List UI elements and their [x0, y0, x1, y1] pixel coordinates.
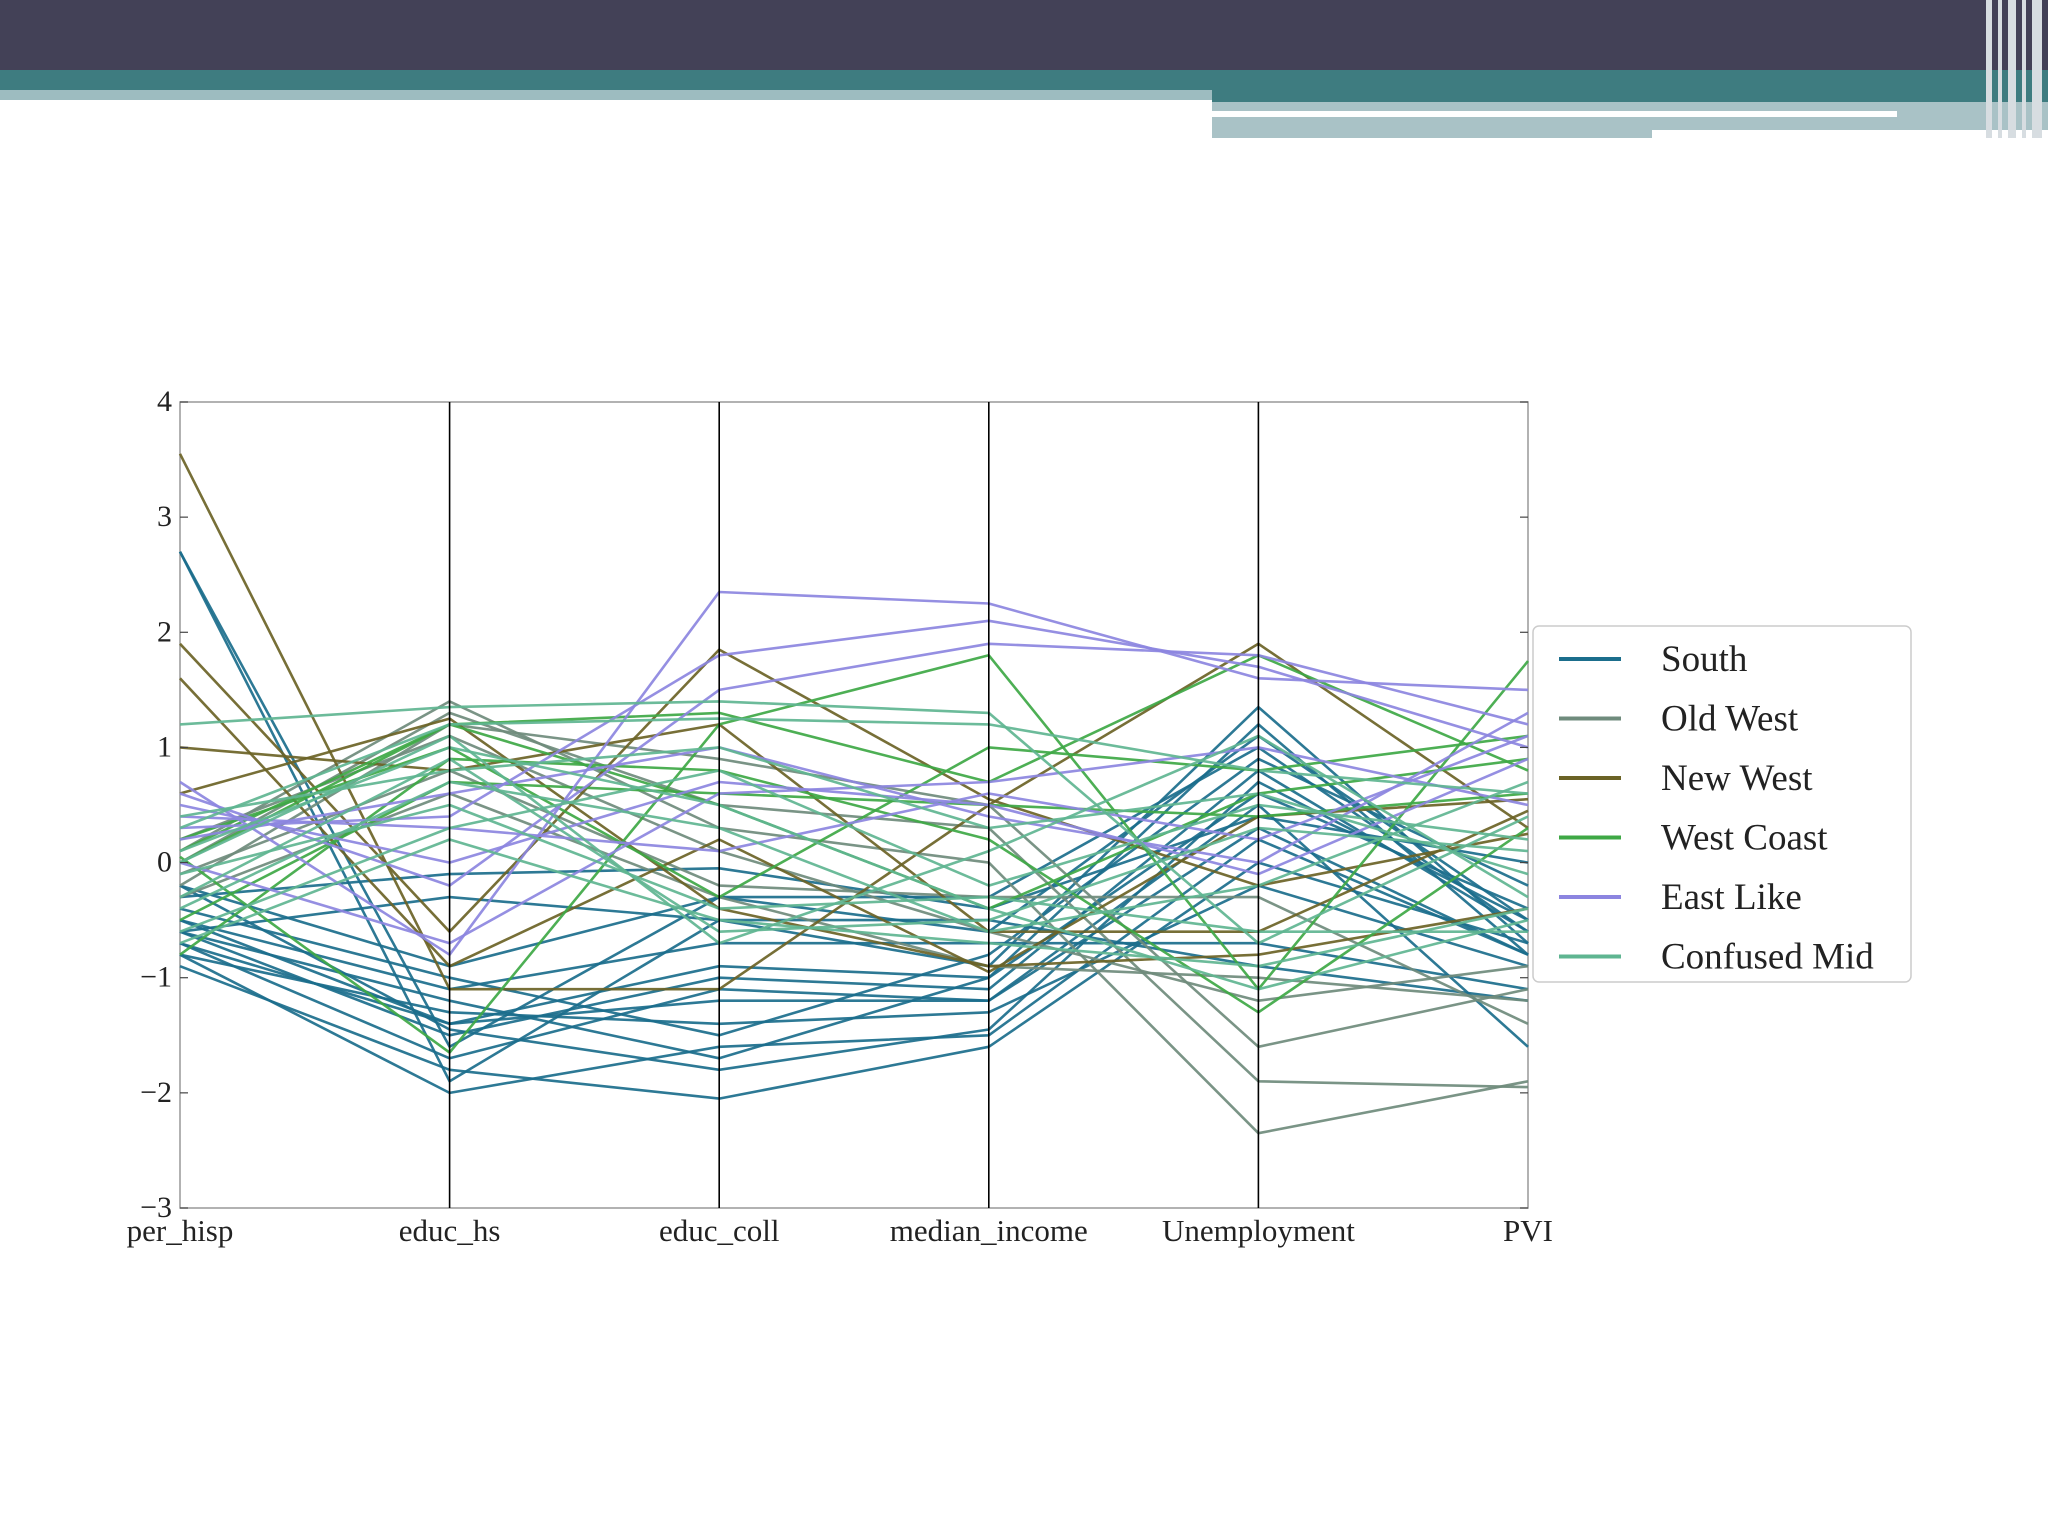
line-east-like-5	[179, 711, 1529, 864]
line-confused-mid-2	[179, 746, 1529, 991]
axis-label-unemployment: Unemployment	[1162, 1213, 1355, 1248]
line-east-like-2	[179, 642, 1529, 887]
line-south-13	[179, 918, 1529, 991]
line-east-like-7	[179, 734, 1529, 853]
legend-entries: South Old West New West West Coast East Like…	[1559, 639, 1874, 978]
line-south-12	[179, 815, 1529, 910]
y-tick-label: −2	[140, 1076, 172, 1109]
line-east-like-3	[179, 619, 1529, 830]
legend-label-old-west: Old West	[1661, 699, 1799, 740]
y-tick-label: 1	[157, 730, 172, 763]
line-old-west-6	[179, 769, 1529, 1025]
y-tick-label: 3	[157, 500, 172, 533]
axis-label-per-hisp: per_hisp	[127, 1213, 234, 1248]
line-confused-mid-3	[179, 757, 1529, 934]
axis-label-educ-coll: educ_coll	[659, 1213, 780, 1248]
line-south-2	[178, 551, 1529, 1049]
axis-label-median-income: median_income	[890, 1213, 1088, 1248]
banner-stripe-right	[1212, 90, 2048, 102]
line-south-6	[179, 838, 1529, 1095]
legend-label-confused-mid: Confused Mid	[1661, 937, 1874, 978]
line-new-west-2	[179, 642, 1529, 934]
legend: South Old West New West West Coast East Like…	[1532, 625, 1912, 983]
corner-decoration	[1986, 0, 2048, 138]
banner-divider-block	[1652, 130, 2048, 140]
line-old-west-1	[179, 700, 1529, 1135]
line-confused-mid-9	[179, 746, 1529, 876]
y-tick-label: 0	[157, 846, 172, 879]
line-confused-mid-7	[179, 734, 1529, 945]
line-west-coast-3	[179, 780, 1529, 922]
line-confused-mid-8	[179, 780, 1529, 934]
line-new-west-5	[179, 717, 1529, 968]
line-confused-mid-4	[179, 717, 1529, 830]
line-east-like-4	[179, 757, 1529, 876]
line-confused-mid-1	[179, 700, 1529, 945]
legend-label-new-west: New West	[1661, 758, 1813, 799]
line-old-west-2	[179, 711, 1529, 1089]
line-confused-mid-5	[179, 803, 1528, 934]
y-tick-label: −3	[140, 1191, 172, 1224]
line-west-coast-5	[179, 757, 1529, 1014]
banner-stripe	[0, 70, 2048, 90]
axis-label-pvi: PVI	[1503, 1213, 1553, 1248]
line-south-15	[179, 780, 1529, 1072]
title-banner	[0, 0, 2048, 70]
series-lines	[178, 453, 1530, 1135]
legend-label-south: South	[1661, 639, 1748, 680]
line-west-coast-1	[179, 653, 1530, 1054]
y-tick-label: 2	[157, 615, 172, 648]
legend-label-east-like: East Like	[1661, 877, 1802, 918]
y-tick-label: 4	[157, 385, 172, 418]
axis-label-educ-hs: educ_hs	[399, 1213, 501, 1248]
line-confused-mid-10	[179, 838, 1529, 968]
line-confused-mid-6	[179, 769, 1529, 933]
line-south-14	[179, 826, 1529, 1026]
line-south-4	[179, 769, 1529, 1037]
line-south-16	[179, 895, 1529, 1002]
line-west-coast-2	[179, 653, 1529, 864]
parallel-axes	[448, 402, 1260, 1208]
banner-divider-line	[1212, 111, 1897, 117]
y-axis-ticks: 4 3 2 1 0 −1 −2 −3	[140, 385, 1528, 1224]
legend-label-west-coast: West Coast	[1661, 818, 1828, 859]
legend-box	[1532, 625, 1912, 983]
axis-labels: per_hisp educ_hs educ_coll median_income Une…	[127, 1213, 1553, 1248]
y-tick-label: −1	[140, 961, 172, 994]
line-south-10	[179, 757, 1529, 1037]
banner-stripe-light	[0, 90, 1212, 100]
